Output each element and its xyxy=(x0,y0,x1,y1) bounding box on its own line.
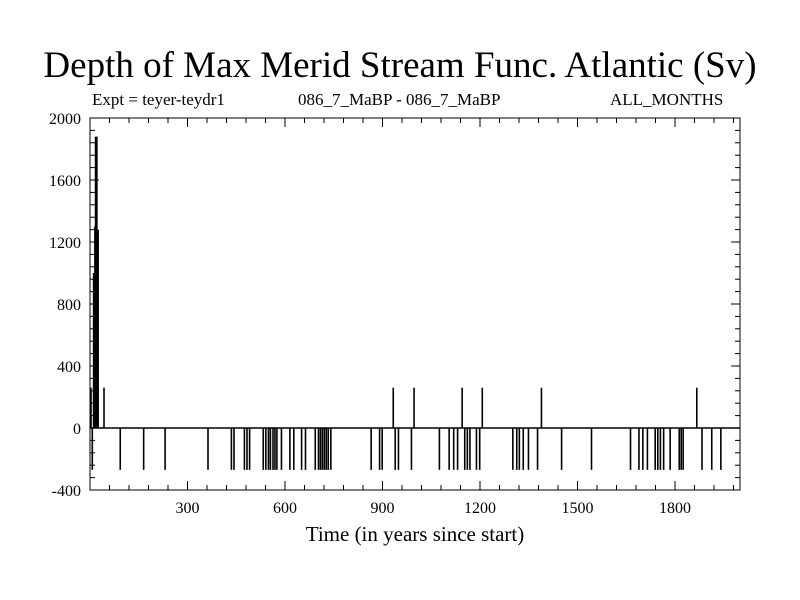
y-tick-label: 2000 xyxy=(49,111,81,128)
x-tick-label: 1800 xyxy=(659,500,691,517)
y-tick-label: -400 xyxy=(52,483,81,500)
x-tick-label: 1200 xyxy=(464,500,496,517)
y-tick-label: 800 xyxy=(57,297,81,314)
x-tick-label: 1500 xyxy=(562,500,594,517)
x-tick-label: 900 xyxy=(371,500,395,517)
x-tick-label: 600 xyxy=(273,500,297,517)
months-label: ALL_MONTHS xyxy=(610,90,724,109)
experiment-label: Expt = teyer-teydr1 xyxy=(92,90,225,109)
x-axis-label: Time (in years since start) xyxy=(305,522,525,546)
chart-title: Depth of Max Merid Stream Func. Atlantic… xyxy=(43,45,757,86)
x-tick-label: 300 xyxy=(176,500,200,517)
period-label: 086_7_MaBP - 086_7_MaBP xyxy=(298,90,501,109)
y-tick-label: 1200 xyxy=(49,235,81,252)
y-tick-label: 1600 xyxy=(49,173,81,190)
y-tick-label: 400 xyxy=(57,359,81,376)
y-tick-label: 0 xyxy=(73,421,81,438)
